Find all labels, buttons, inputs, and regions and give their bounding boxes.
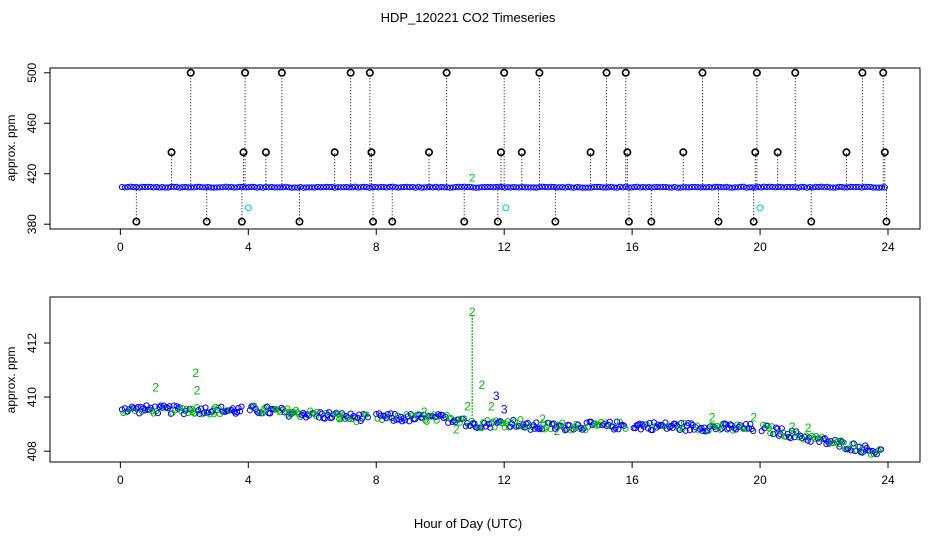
x-tick-label: 20 [753,240,767,254]
y-tick-label: 412 [25,333,39,353]
y-tick-label: 420 [25,163,39,183]
bottom-y-axis-label: approx. ppm [4,347,18,414]
point-label-2: 2 [554,424,561,438]
y-tick-label: 408 [25,441,39,461]
x-tick-label: 12 [498,473,512,487]
point-label-2: 2 [453,423,460,437]
outlier-point [263,149,269,155]
x-tick-label: 8 [373,473,380,487]
point-label-2: 2 [478,378,485,392]
x-tick-label: 4 [245,473,252,487]
y-tick-label: 380 [25,214,39,234]
spike-label: 2 [469,172,475,184]
top-series: 2 [119,70,889,225]
bottom-y-axis: 408 410 412 [25,333,50,462]
point-label-2: 2 [338,410,345,424]
y-tick-label: 460 [25,113,39,133]
point-label-3: 3 [493,389,500,403]
point-label-2: 2 [210,404,217,418]
x-tick-label: 8 [373,240,380,254]
x-tick-label: 16 [625,473,639,487]
x-tick-label: 0 [117,240,124,254]
outlier-point [389,218,395,224]
bottom-x-axis: 0 4 8 12 16 20 24 [117,462,895,487]
data-point [518,417,523,422]
point-label-2: 2 [750,410,757,424]
point-label-2: 2 [789,420,796,434]
point-label-2: 2 [469,305,476,319]
point-label-2: 2 [192,366,199,380]
x-tick-label: 4 [245,240,252,254]
x-axis-label: Hour of Day (UTC) [414,516,522,531]
point-label-2: 2 [539,412,546,426]
point-label-2: 2 [709,410,716,424]
flag-point [503,205,509,211]
outlier-point [461,218,467,224]
x-tick-label: 24 [881,473,895,487]
x-tick-label: 16 [625,240,639,254]
point-label-2: 2 [464,400,471,414]
x-tick-label: 0 [117,473,124,487]
data-point [725,427,730,432]
y-tick-label: 410 [25,387,39,407]
point-label-2: 2 [837,436,844,450]
outlier-point [370,218,376,224]
point-label-3: 3 [501,402,508,416]
point-label-2: 2 [421,405,428,419]
top-panel: approx. ppm 0 4 8 12 16 20 24 380 420 460 500 2 [4,62,920,254]
top-x-axis: 0 4 8 12 16 20 24 [117,229,895,254]
point-label-2: 2 [287,406,294,420]
x-tick-label: 20 [753,473,767,487]
top-y-axis-label: approx. ppm [4,115,18,182]
flag-point [245,205,251,211]
flag-point [757,205,763,211]
outlier-point [498,149,504,155]
outlier-point [426,149,432,155]
x-tick-label: 24 [881,240,895,254]
point-label-2: 2 [152,381,159,395]
y-tick-label: 500 [25,62,39,82]
top-y-axis: 380 420 460 500 [25,62,50,234]
point-label-2: 2 [194,383,201,397]
point-label-2: 2 [805,421,812,435]
data-point [424,419,429,424]
top-plot-frame [50,68,920,229]
figure-title: HDP_120221 CO2 Timeseries [381,10,556,25]
x-tick-label: 12 [498,240,512,254]
